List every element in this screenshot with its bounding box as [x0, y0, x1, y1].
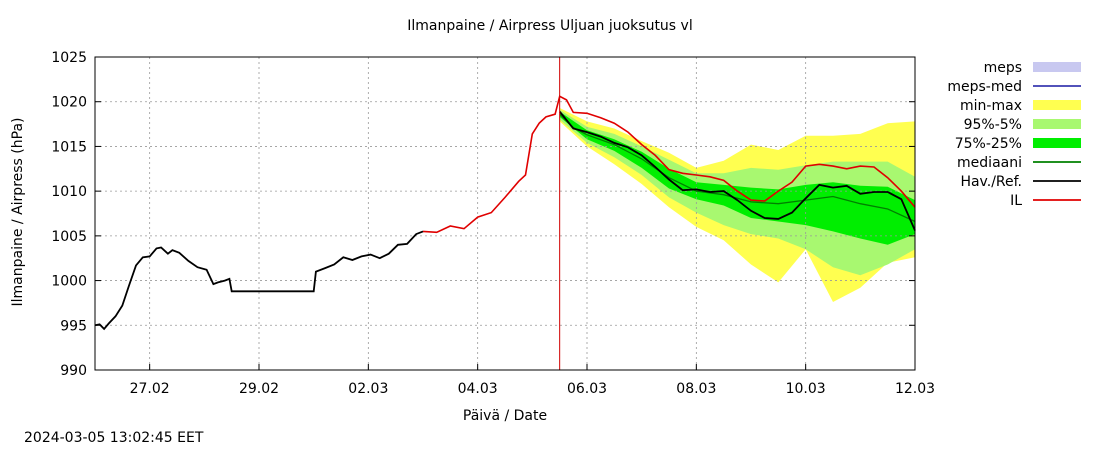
- legend-label-p75_25: 75%-25%: [955, 136, 1022, 152]
- x-tick-label: 12.03: [895, 381, 935, 397]
- y-tick-label: 1010: [51, 184, 87, 200]
- legend-label-meps_med: meps-med: [947, 79, 1022, 95]
- forecast-bands: [559, 108, 915, 302]
- y-tick-label: 1015: [51, 139, 87, 155]
- band-75-25: [559, 111, 915, 245]
- legend: meps meps-med min-max 95%-5% 75%-25% mediaani…: [947, 60, 1081, 209]
- axis-ticks: 990 995 1000 1005 1010 1015 1020 1025 27.02 29.02…: [51, 50, 935, 397]
- y-tick-label: 990: [60, 363, 87, 379]
- legend-label-meps: meps: [984, 60, 1022, 76]
- x-tick-label: 27.02: [130, 381, 170, 397]
- x-tick-label: 10.03: [786, 381, 826, 397]
- legend-swatch-meps: [1033, 62, 1081, 72]
- timestamp: 2024-03-05 13:02:45 EET: [24, 430, 204, 446]
- legend-swatch-p75_25: [1033, 138, 1081, 148]
- series-median: [559, 113, 916, 223]
- legend-swatch-minmax: [1033, 100, 1081, 110]
- plot-frame: [94, 56, 916, 371]
- x-tick-label: 08.03: [676, 381, 716, 397]
- y-tick-label: 1025: [51, 50, 87, 66]
- series-observed-forecast: [558, 111, 916, 231]
- legend-label-minmax: min-max: [960, 98, 1022, 114]
- x-tick-label: 29.02: [239, 381, 279, 397]
- grid-lines: [95, 57, 915, 370]
- legend-label-median: mediaani: [957, 155, 1022, 171]
- chart-title: Ilmanpaine / Airpress Uljuan juoksutus v…: [407, 18, 693, 34]
- y-tick-label: 1000: [51, 274, 87, 290]
- x-axis-label: Päivä / Date: [462, 408, 548, 424]
- y-tick-label: 1020: [51, 95, 87, 111]
- series-lines: [94, 57, 916, 370]
- x-tick-label: 04.03: [458, 381, 498, 397]
- y-tick-label: 995: [60, 318, 87, 334]
- x-tick-label: 02.03: [348, 381, 388, 397]
- legend-label-p95_5: 95%-5%: [964, 117, 1022, 133]
- series-il: [422, 95, 916, 234]
- series-observed: [94, 230, 424, 331]
- x-tick-label: 06.03: [567, 381, 607, 397]
- y-tick-label: 1005: [51, 229, 87, 245]
- legend-label-observed: Hav./Ref.: [960, 174, 1022, 190]
- legend-label-il: IL: [1010, 193, 1022, 209]
- legend-swatch-p95_5: [1033, 119, 1081, 129]
